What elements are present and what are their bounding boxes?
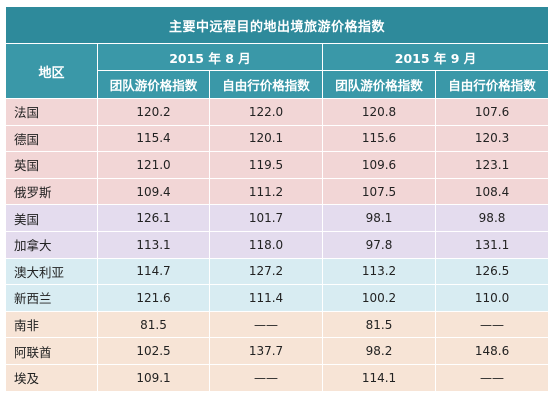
region-cell: 新西兰 <box>5 284 98 312</box>
sep-independent-value: 131.1 <box>434 230 550 259</box>
sep-independent-value: 108.4 <box>434 177 550 206</box>
table-row: 澳大利亚 114.7 127.2 113.2 126.5 <box>5 257 550 286</box>
sep-group-value: 115.6 <box>322 124 436 153</box>
region-cell: 加拿大 <box>5 230 98 259</box>
aug-group-value: 113.1 <box>97 230 210 259</box>
region-cell: 埃及 <box>5 363 98 392</box>
table-row: 加拿大 113.1 118.0 97.8 131.1 <box>5 230 550 259</box>
sep-group-value: 97.8 <box>322 230 436 259</box>
aug-group-value: 121.6 <box>97 284 210 312</box>
region-cell: 美国 <box>5 204 98 232</box>
table-row: 美国 126.1 101.7 98.1 98.8 <box>5 204 550 232</box>
aug-group-value: 114.7 <box>97 257 210 286</box>
table-row: 新西兰 121.6 111.4 100.2 110.0 <box>5 284 550 312</box>
region-cell: 法国 <box>5 98 98 126</box>
aug-independent-value: 119.5 <box>209 151 323 179</box>
region-cell: 阿联酋 <box>5 337 98 365</box>
aug-group-value: 120.2 <box>97 98 210 126</box>
subheader-aug-group: 团队游价格指数 <box>97 70 210 99</box>
subheader-sep-group: 团队游价格指数 <box>322 70 436 99</box>
aug-group-value: 81.5 <box>97 310 210 339</box>
sep-group-value: 120.8 <box>322 98 436 126</box>
table-row: 法国 120.2 122.0 120.8 107.6 <box>5 98 550 126</box>
table-body: 法国 120.2 122.0 120.8 107.6 德国 115.4 120.1 115.6 1… <box>5 98 550 392</box>
table-row: 英国 121.0 119.5 109.6 123.1 <box>5 151 550 179</box>
table-row: 南非 81.5 —— 81.5 —— <box>5 310 550 339</box>
table-row: 埃及 109.1 —— 114.1 —— <box>5 363 550 392</box>
region-header: 地区 <box>5 43 98 99</box>
period-header-sep: 2015 年 9 月 <box>321 43 550 71</box>
aug-independent-value: 120.1 <box>209 124 323 153</box>
aug-group-value: 102.5 <box>97 337 210 365</box>
sep-independent-value: 123.1 <box>434 151 550 179</box>
sep-independent-value: 126.5 <box>434 257 550 286</box>
table-row: 德国 115.4 120.1 115.6 120.3 <box>5 124 550 153</box>
aug-independent-value: —— <box>209 310 323 339</box>
aug-group-value: 126.1 <box>97 204 210 232</box>
region-cell: 俄罗斯 <box>5 177 98 206</box>
sep-group-value: 98.1 <box>322 204 436 232</box>
sep-independent-value: 110.0 <box>434 284 550 312</box>
sep-group-value: 113.2 <box>322 257 436 286</box>
aug-independent-value: 127.2 <box>209 257 323 286</box>
table-title: 主要中远程目的地出境旅游价格指数 <box>4 6 550 44</box>
aug-group-value: 115.4 <box>97 124 210 153</box>
region-cell: 南非 <box>5 310 98 339</box>
sep-group-value: 81.5 <box>322 310 436 339</box>
aug-independent-value: 111.4 <box>209 284 323 312</box>
sep-independent-value: 98.8 <box>434 204 550 232</box>
sep-independent-value: 107.6 <box>434 98 550 126</box>
subheader-sep-independent: 自由行价格指数 <box>434 70 550 99</box>
price-index-table: 主要中远程目的地出境旅游价格指数 地区 2015 年 8 月 2015 年 9 … <box>4 6 550 392</box>
table-row: 阿联酋 102.5 137.7 98.2 148.6 <box>5 337 550 365</box>
region-cell: 德国 <box>5 124 98 153</box>
period-header-aug: 2015 年 8 月 <box>97 43 323 71</box>
aug-group-value: 109.4 <box>97 177 210 206</box>
table-row: 俄罗斯 109.4 111.2 107.5 108.4 <box>5 177 550 206</box>
aug-independent-value: 118.0 <box>209 230 323 259</box>
aug-independent-value: 137.7 <box>209 337 323 365</box>
aug-independent-value: 101.7 <box>209 204 323 232</box>
sep-group-value: 107.5 <box>322 177 436 206</box>
aug-independent-value: —— <box>209 363 323 392</box>
region-cell: 澳大利亚 <box>5 257 98 286</box>
aug-independent-value: 111.2 <box>209 177 323 206</box>
sep-group-value: 109.6 <box>322 151 436 179</box>
sep-independent-value: —— <box>434 363 550 392</box>
sep-group-value: 98.2 <box>322 337 436 365</box>
sep-independent-value: 148.6 <box>434 337 550 365</box>
sep-group-value: 100.2 <box>322 284 436 312</box>
aug-group-value: 109.1 <box>97 363 210 392</box>
sep-group-value: 114.1 <box>322 363 436 392</box>
subheader-aug-independent: 自由行价格指数 <box>209 70 323 99</box>
aug-group-value: 121.0 <box>97 151 210 179</box>
price-index-table-container: 主要中远程目的地出境旅游价格指数 地区 2015 年 8 月 2015 年 9 … <box>4 6 550 392</box>
sep-independent-value: —— <box>434 310 550 339</box>
region-cell: 英国 <box>5 151 98 179</box>
aug-independent-value: 122.0 <box>209 98 323 126</box>
sep-independent-value: 120.3 <box>434 124 550 153</box>
